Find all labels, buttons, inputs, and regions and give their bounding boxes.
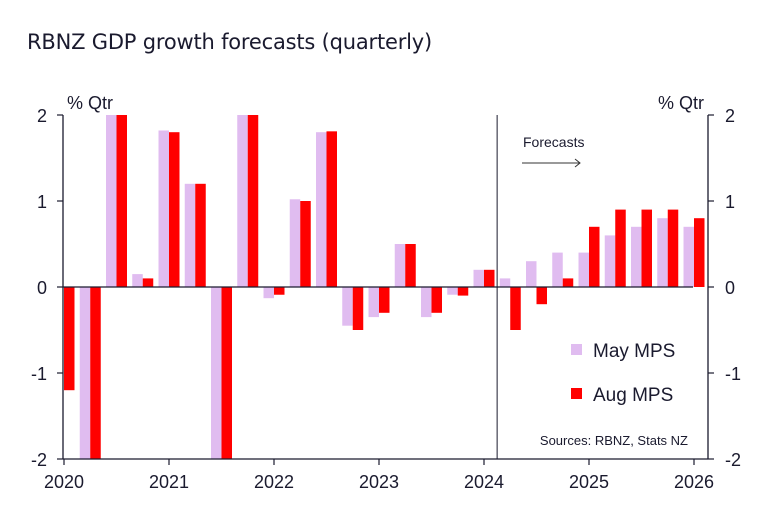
bar-may-2025Q4: [657, 218, 668, 287]
y-axis-label-right: % Qtr: [658, 93, 704, 113]
bar-may-2021Q2: [184, 183, 196, 287]
bar-aug-2023Q4: [457, 287, 469, 296]
bar-aug-2021Q1: [169, 132, 180, 287]
legend-swatch-aug: [571, 388, 582, 399]
bar-aug-2025Q2: [615, 209, 626, 287]
chart-title: RBNZ GDP growth forecasts (quarterly): [27, 30, 433, 54]
bar-may-2026Q1: [683, 226, 694, 287]
bar-aug-2026Q1: [694, 218, 705, 287]
bar-may-2020Q3: [106, 115, 117, 287]
bar-aug-2024Q2: [510, 287, 521, 330]
y-tick-label-left: 2: [37, 106, 47, 126]
legend-label-may: May MPS: [593, 341, 675, 362]
bar-aug-2023Q2: [405, 244, 416, 287]
bar-aug-2021Q3: [221, 287, 232, 459]
forecast-arrow-icon: [522, 158, 581, 168]
y-tick-label-right: -1: [725, 364, 741, 384]
y-tick-label-left: 0: [37, 278, 47, 298]
bar-aug-2021Q2: [195, 183, 206, 287]
bar-may-2020Q4: [132, 274, 143, 287]
bar-may-2025Q2: [604, 235, 616, 287]
bar-aug-2022Q4: [352, 287, 364, 330]
x-tick-label: 2026: [674, 472, 714, 492]
y-tick-label-right: -2: [725, 450, 741, 470]
bar-aug-2025Q4: [667, 209, 679, 287]
bar-may-2022Q2: [289, 199, 301, 287]
bar-may-2021Q4: [237, 115, 248, 287]
bars-layer: [64, 115, 705, 459]
bar-may-2023Q3: [421, 287, 432, 318]
bar-may-2025Q3: [631, 226, 642, 287]
bar-aug-2020Q4: [142, 278, 154, 287]
bar-may-2024Q1: [473, 269, 484, 287]
bar-aug-2025Q1: [589, 226, 600, 287]
y-axis-label-left: % Qtr: [67, 93, 113, 113]
bar-may-2022Q1: [263, 287, 274, 299]
bar-aug-2020Q2: [90, 287, 101, 459]
legend-swatch-may: [571, 344, 582, 355]
bar-aug-2022Q1: [274, 287, 285, 295]
bar-may-2025Q1: [578, 252, 589, 287]
bar-aug-2024Q4: [562, 278, 574, 287]
x-tick-label: 2023: [359, 472, 399, 492]
bar-may-2021Q1: [158, 130, 169, 287]
bar-aug-2025Q3: [641, 209, 652, 287]
bar-aug-2023Q1: [379, 287, 390, 313]
legend-label-aug: Aug MPS: [593, 385, 673, 406]
x-tick-label: 2020: [44, 472, 84, 492]
x-tick-label: 2021: [149, 472, 189, 492]
x-tick-label: 2024: [464, 472, 504, 492]
bar-may-2023Q4: [447, 287, 458, 295]
bar-may-2020Q2: [79, 287, 91, 459]
y-tick-label-right: 0: [725, 278, 735, 298]
bar-aug-2024Q1: [484, 269, 495, 287]
bar-aug-2022Q2: [300, 201, 311, 287]
bar-may-2021Q3: [211, 287, 222, 459]
bar-aug-2021Q4: [247, 115, 259, 287]
y-tick-label-right: 2: [725, 106, 735, 126]
bar-may-2024Q4: [552, 252, 563, 287]
y-tick-label-left: 1: [37, 192, 47, 212]
bar-may-2022Q4: [342, 287, 353, 326]
bar-may-2023Q1: [368, 287, 379, 318]
x-tick-label: 2022: [254, 472, 294, 492]
legend: May MPS Aug MPS: [571, 341, 675, 406]
y-tick-label-right: 1: [725, 192, 735, 212]
bar-aug-2020Q3: [116, 115, 127, 287]
bar-may-2022Q3: [316, 132, 327, 287]
y-tick-label-left: -2: [31, 450, 47, 470]
bar-group: [64, 115, 705, 459]
y-tick-label-left: -1: [31, 364, 47, 384]
bar-may-2023Q2: [394, 244, 406, 287]
bar-aug-2023Q3: [431, 287, 442, 313]
x-tick-label: 2025: [569, 472, 609, 492]
bar-aug-2022Q3: [326, 131, 337, 287]
bar-aug-2020Q1: [64, 287, 75, 391]
bar-aug-2024Q3: [536, 287, 547, 305]
forecasts-annotation: Forecasts: [523, 134, 584, 150]
source-note: Sources: RBNZ, Stats NZ: [540, 433, 688, 448]
bar-may-2024Q2: [499, 278, 511, 287]
bar-may-2024Q3: [526, 261, 537, 287]
